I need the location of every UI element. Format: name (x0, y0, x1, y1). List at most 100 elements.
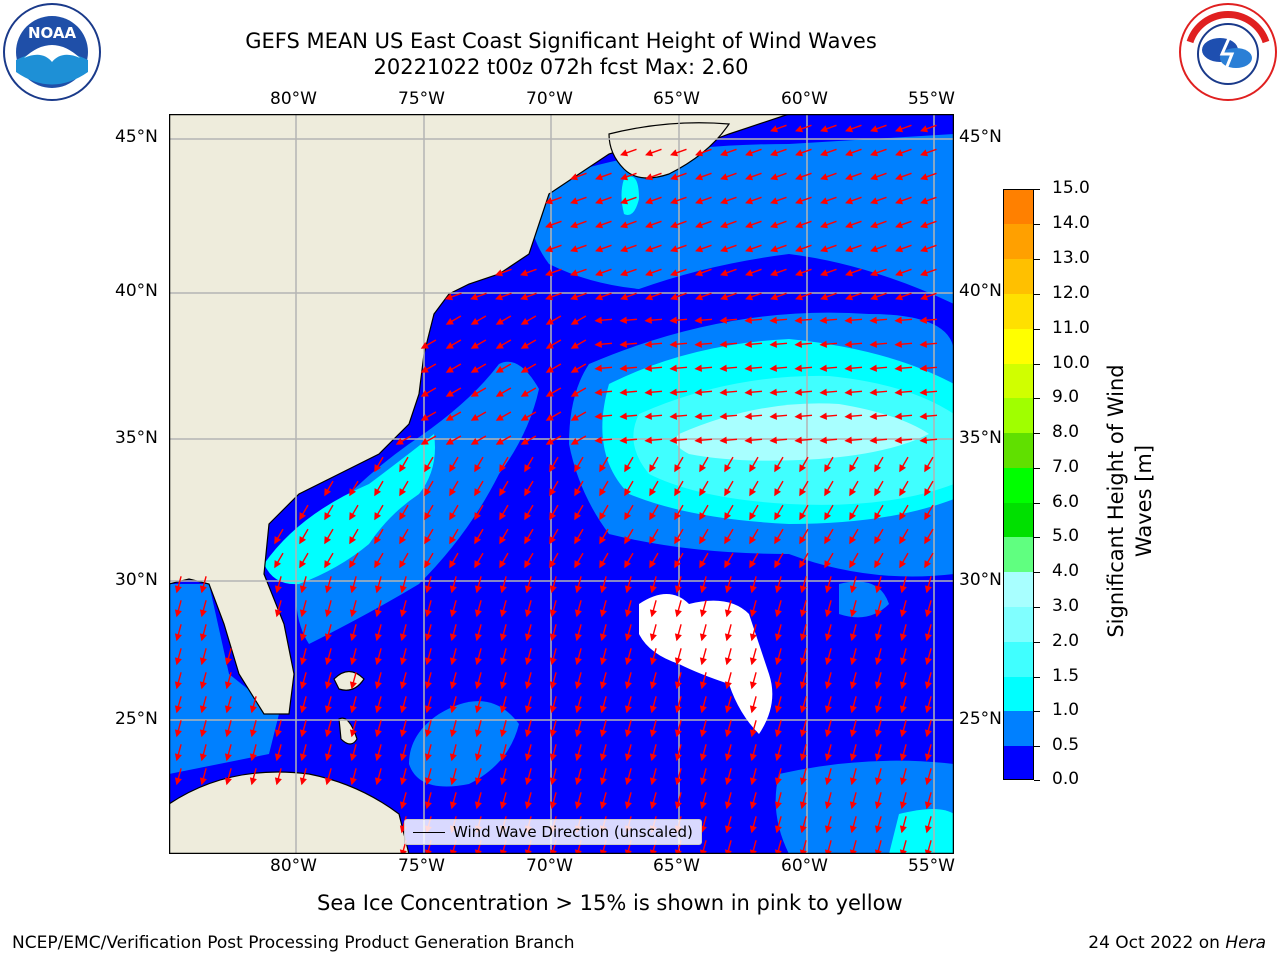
wave-direction-arrowhead (824, 560, 832, 569)
wave-direction-arrowhead (324, 753, 332, 762)
wave-direction-arrowhead (749, 560, 757, 569)
wave-direction-arrowhead (799, 753, 807, 762)
wave-direction-arrowhead (520, 413, 529, 421)
wave-direction-arrowhead (670, 221, 679, 229)
wave-direction-arrowhead (474, 657, 482, 666)
wave-direction-arrowhead (895, 221, 904, 229)
wave-direction-arrowhead (899, 464, 907, 473)
wave-direction-arrowhead (620, 269, 629, 277)
wave-direction-arrowhead (869, 340, 877, 348)
wave-direction-arrowhead (699, 753, 707, 762)
wave-direction-arrowhead (399, 512, 407, 521)
colorbar-tick-label: 13.0 (1052, 248, 1090, 268)
wave-direction-arrowhead (874, 560, 882, 569)
wave-direction-arrowhead (924, 585, 932, 594)
wave-direction-arrowhead (670, 293, 679, 301)
wave-direction-arrowhead (624, 609, 632, 618)
wave-direction-arrowhead (649, 585, 657, 594)
wave-direction-arrowhead (845, 293, 854, 301)
wave-direction-arrowhead (420, 341, 429, 349)
wave-direction-arrowhead (674, 633, 682, 642)
wave-direction-arrowhead (549, 729, 557, 738)
wave-direction-arrowhead (745, 173, 754, 181)
wave-direction-arrowhead (524, 801, 532, 810)
sea-ice-note: Sea Ice Concentration > 15% is shown in … (317, 891, 903, 915)
wave-direction-arrowhead (574, 536, 582, 545)
wave-direction-arrowhead (720, 221, 729, 229)
wave-direction-arrowhead (549, 512, 557, 521)
wave-direction-arrowhead (670, 173, 679, 181)
colorbar-tick-label: 0.0 (1052, 769, 1080, 789)
wave-direction-arrowhead (424, 681, 432, 690)
wave-direction-arrowhead (869, 436, 877, 444)
wave-direction-arrowhead (495, 389, 504, 397)
wave-direction-arrowhead (474, 488, 482, 497)
wave-direction-arrowhead (474, 729, 482, 738)
wave-direction-arrowhead (724, 536, 732, 545)
colorbar-tick-mark (1034, 329, 1040, 330)
colorbar-tick-label: 0.5 (1052, 735, 1080, 755)
wave-direction-arrowhead (595, 221, 604, 229)
wave-direction-arrowhead (724, 633, 732, 642)
wave-direction-arrowhead (824, 512, 832, 521)
wave-direction-arrowhead (924, 633, 932, 642)
wave-direction-arrowhead (920, 269, 929, 277)
wave-direction-arrowhead (849, 512, 857, 521)
wave-direction-arrowhead (199, 753, 207, 762)
wave-direction-arrowhead (594, 412, 602, 420)
wave-direction-arrowhead (324, 512, 332, 521)
wave-direction-arrowhead (624, 777, 632, 786)
wave-direction-arrowhead (899, 729, 907, 738)
wave-direction-arrowhead (449, 512, 457, 521)
wave-direction-arrowhead (299, 777, 307, 786)
wave-direction-arrowhead (674, 536, 682, 545)
wave-direction-arrowhead (399, 536, 407, 545)
wave-direction-arrowhead (724, 801, 732, 810)
wave-direction-arrowhead (899, 585, 907, 594)
wave-direction-arrowhead (744, 364, 752, 372)
wave-direction-arrowhead (920, 293, 929, 301)
wave-direction-arrowhead (449, 753, 457, 762)
colorbar-tick-mark (1034, 537, 1040, 538)
wave-direction-arrowhead (470, 413, 479, 421)
wave-direction-arrowhead (349, 585, 357, 594)
wave-direction-arrowhead (824, 633, 832, 642)
wave-direction-arrowhead (770, 245, 779, 253)
wave-direction-arrowhead (770, 221, 779, 229)
wave-direction-arrowhead (799, 609, 807, 618)
wave-direction-arrowhead (799, 488, 807, 497)
colorbar-tick-mark (1034, 503, 1040, 504)
wave-direction-arrowhead (424, 560, 432, 569)
colorbar-segment (1003, 224, 1034, 259)
wave-direction-arrowhead (745, 293, 754, 301)
wave-direction-arrowhead (674, 657, 682, 666)
wave-direction-arrowhead (724, 825, 732, 834)
wave-direction-arrowhead (174, 777, 182, 786)
wave-direction-arrowhead (870, 293, 879, 301)
wave-direction-arrowhead (749, 464, 757, 473)
wave-direction-arrowhead (570, 365, 579, 373)
wave-direction-arrowhead (799, 585, 807, 594)
wave-direction-arrowhead (899, 512, 907, 521)
wave-direction-arrowhead (524, 729, 532, 738)
colorbar-segment (1003, 294, 1034, 329)
lon-label-top-65w: 65°W (653, 89, 700, 109)
wave-direction-arrowhead (795, 173, 804, 181)
wave-direction-arrowhead (224, 681, 232, 690)
wave-direction-arrowhead (870, 197, 879, 205)
wave-direction-arrowhead (424, 705, 432, 714)
wave-direction-arrowhead (670, 269, 679, 277)
wave-direction-arrowhead (899, 753, 907, 762)
wave-direction-arrowhead (624, 633, 632, 642)
wave-height-map (169, 114, 954, 854)
wave-direction-arrowhead (720, 149, 729, 157)
colorbar-segment (1003, 329, 1034, 364)
wave-direction-arrowhead (349, 657, 357, 666)
wave-direction-arrowhead (599, 464, 607, 473)
wave-direction-arrowhead (919, 340, 927, 348)
wave-direction-arrowhead (420, 413, 429, 421)
wave-direction-arrowhead (649, 705, 657, 714)
wave-direction-arrowhead (845, 245, 854, 253)
wave-direction-arrowhead (570, 317, 579, 325)
wave-direction-arrowhead (449, 681, 457, 690)
